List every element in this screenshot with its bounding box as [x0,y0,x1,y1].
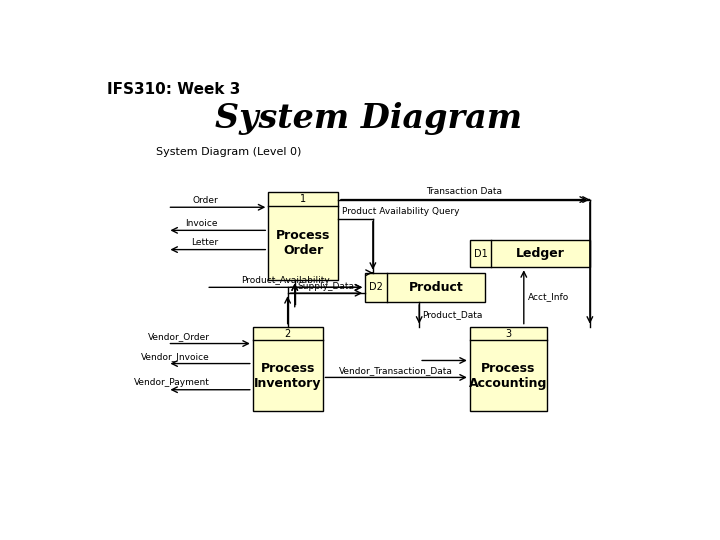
Text: Product_Availability: Product_Availability [241,276,330,285]
Text: Vendor_Invoice: Vendor_Invoice [141,352,210,361]
Text: Product Availability Query: Product Availability Query [342,207,459,217]
Text: Transaction Data: Transaction Data [426,187,502,197]
Text: Vendor_Order: Vendor_Order [148,332,210,341]
Text: Invoice: Invoice [185,219,218,228]
Text: Letter: Letter [191,238,218,247]
Bar [269,192,338,280]
Bar [253,327,323,411]
Text: Supply_Data: Supply_Data [298,282,355,291]
Bar [469,327,547,411]
Text: 2: 2 [284,328,291,339]
Text: Acct_Info: Acct_Info [528,293,569,301]
Text: D1: D1 [474,249,487,259]
Text: Process
Inventory: Process Inventory [254,362,321,390]
Bar [365,273,485,302]
Text: Ledger: Ledger [516,247,565,260]
Text: System Diagram (Level 0): System Diagram (Level 0) [156,147,301,157]
Text: Product: Product [409,281,464,294]
Text: D2: D2 [369,282,383,292]
Text: IFS310: Week 3: IFS310: Week 3 [107,82,240,97]
Bar [469,240,590,267]
Text: System Diagram: System Diagram [215,102,523,135]
Text: Vendor_Payment: Vendor_Payment [134,379,210,387]
Text: 1: 1 [300,194,306,204]
Text: Order: Order [192,196,218,205]
Text: Process
Order: Process Order [276,229,330,257]
Text: Vendor_Transaction_Data: Vendor_Transaction_Data [339,366,453,375]
Text: 3: 3 [505,328,512,339]
Text: Product_Data: Product_Data [423,310,482,319]
Text: Process
Accounting: Process Accounting [469,362,548,390]
